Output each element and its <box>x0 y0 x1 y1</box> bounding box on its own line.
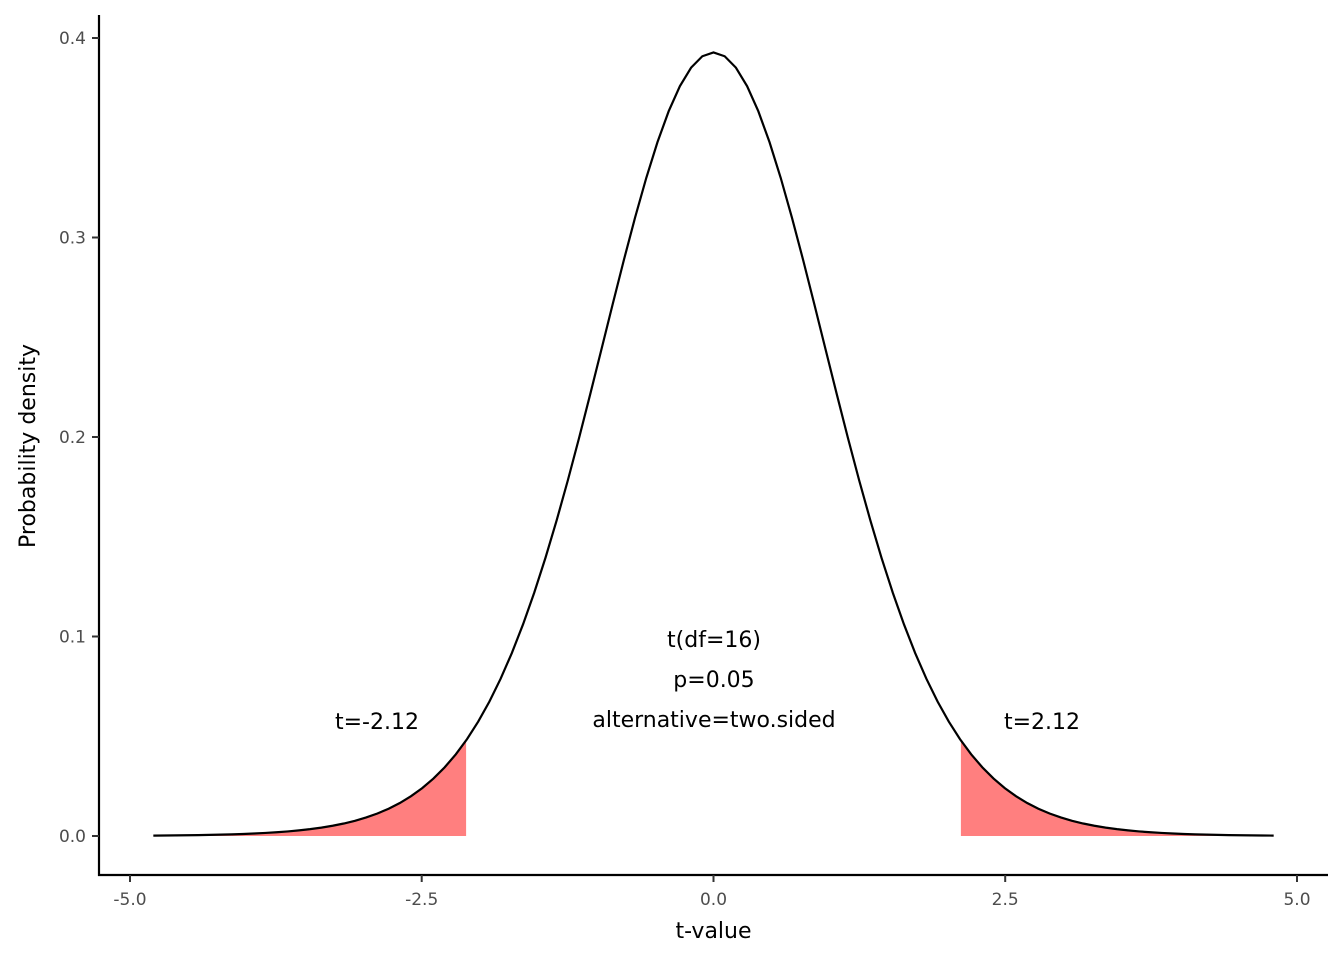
y-tick-label: 0.1 <box>59 628 86 648</box>
density-curve <box>153 51 1274 837</box>
x-tick-label: 5.0 <box>1283 890 1310 910</box>
x-axis-title: t-value <box>675 919 751 944</box>
y-tick-label: 0.2 <box>59 428 86 448</box>
annotation-lower-critical: t=-2.12 <box>335 710 419 735</box>
annotation-p-value: p=0.05 <box>673 668 754 693</box>
x-tick-label: 2.5 <box>992 890 1019 910</box>
x-tick-label: -2.5 <box>405 890 438 910</box>
lower-tail-shaded-area <box>153 740 467 836</box>
y-tick-label: 0.0 <box>59 827 86 847</box>
annotation-distribution: t(df=16) <box>667 628 761 653</box>
y-tick-label: 0.3 <box>59 229 86 249</box>
x-tick-label: 0.0 <box>700 890 727 910</box>
y-axis-ticks: 0.0 0.1 0.2 0.3 0.4 <box>59 29 99 847</box>
annotation-upper-critical: t=2.12 <box>1004 710 1080 735</box>
y-axis-title: Probability density <box>16 344 41 548</box>
x-axis-ticks: -5.0 -2.5 0.0 2.5 5.0 <box>113 875 1311 910</box>
upper-tail-shaded-area <box>960 740 1274 836</box>
x-tick-label: -5.0 <box>113 890 146 910</box>
plot-area <box>153 51 1274 837</box>
annotation-alternative: alternative=two.sided <box>592 708 835 733</box>
y-tick-label: 0.4 <box>59 29 86 49</box>
